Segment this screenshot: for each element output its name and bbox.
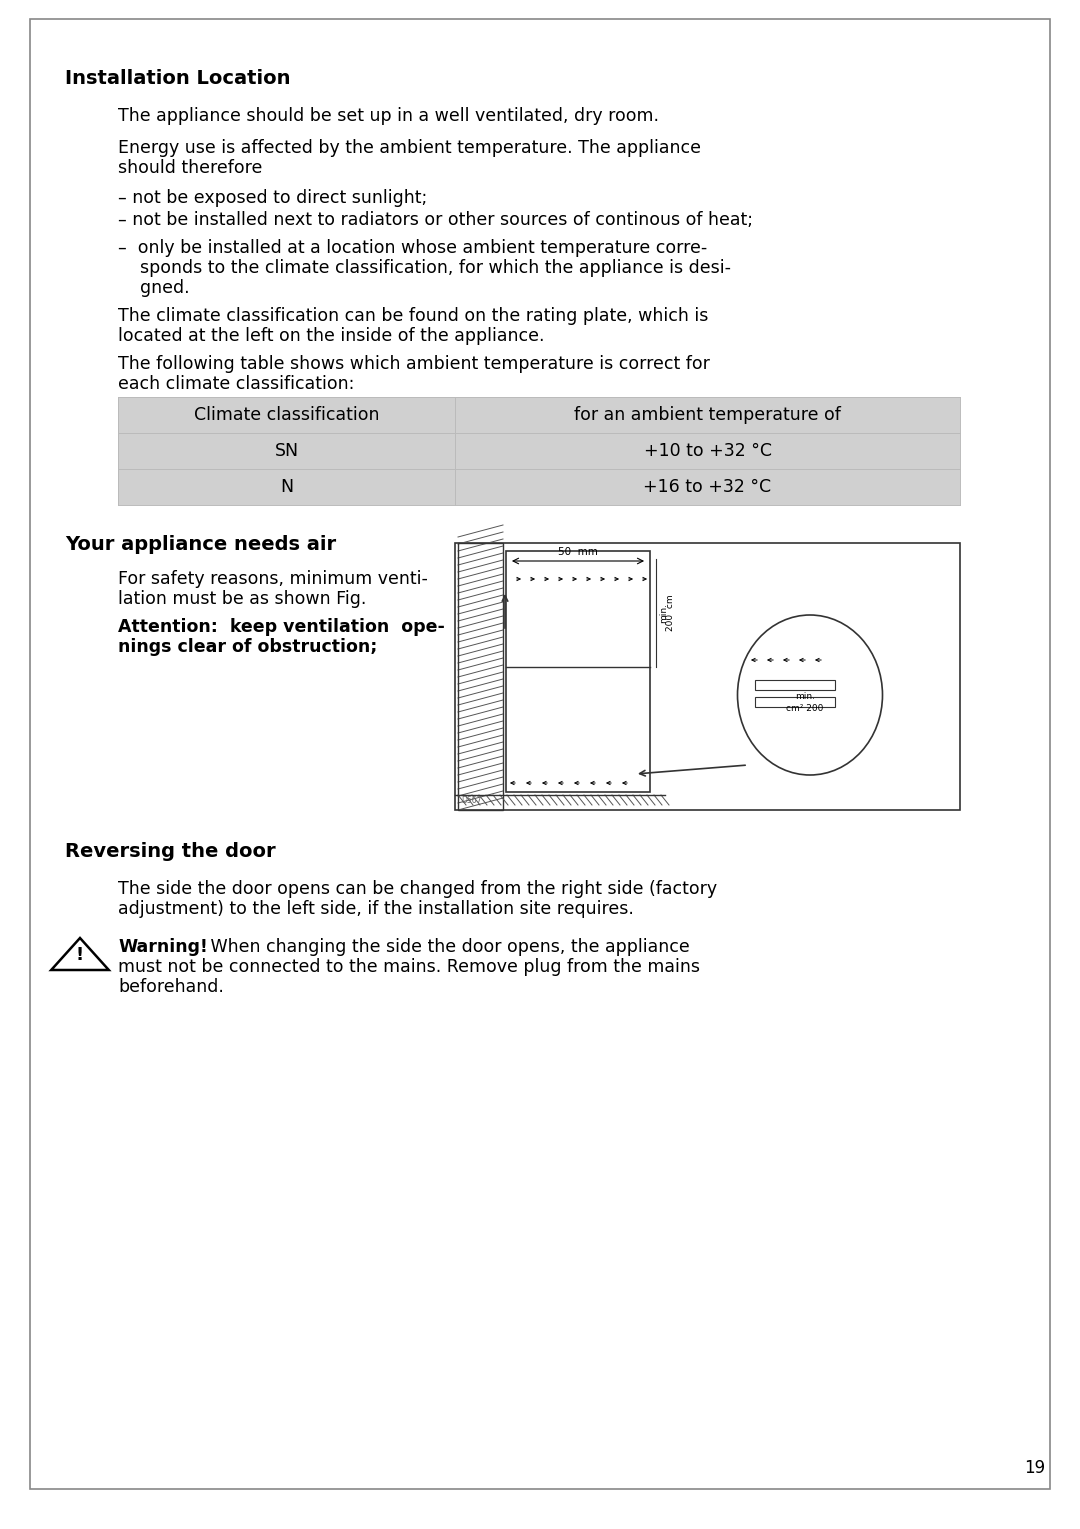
Text: The side the door opens can be changed from the right side (factory: The side the door opens can be changed f… <box>118 881 717 898</box>
Text: located at the left on the inside of the appliance.: located at the left on the inside of the… <box>118 327 544 346</box>
Bar <box>755 697 835 706</box>
Text: for an ambient temperature of: for an ambient temperature of <box>575 407 841 424</box>
Text: D567: D567 <box>461 797 482 804</box>
Text: nings clear of obstruction;: nings clear of obstruction; <box>118 638 377 656</box>
Text: adjustment) to the left side, if the installation site requires.: adjustment) to the left side, if the ins… <box>118 901 634 917</box>
Text: SN: SN <box>274 442 298 460</box>
Text: beforehand.: beforehand. <box>118 979 224 995</box>
Text: +10 to +32 °C: +10 to +32 °C <box>644 442 771 460</box>
Text: !: ! <box>76 946 84 963</box>
Text: min.: min. <box>659 602 669 622</box>
Text: – not be exposed to direct sunlight;: – not be exposed to direct sunlight; <box>118 190 428 206</box>
Text: –  only be installed at a location whose ambient temperature corre-: – only be installed at a location whose … <box>118 239 707 257</box>
Bar <box>118 433 960 469</box>
Text: 200  cm: 200 cm <box>666 595 675 631</box>
Text: The following table shows which ambient temperature is correct for: The following table shows which ambient … <box>118 355 710 373</box>
Text: When changing the side the door opens, the appliance: When changing the side the door opens, t… <box>205 937 690 956</box>
Text: cm² 200: cm² 200 <box>786 703 824 713</box>
Text: min.: min. <box>795 693 815 700</box>
Text: Climate classification: Climate classification <box>193 407 379 424</box>
Text: Energy use is affected by the ambient temperature. The appliance: Energy use is affected by the ambient te… <box>118 139 701 157</box>
Text: lation must be as shown Fig.: lation must be as shown Fig. <box>118 590 366 609</box>
Text: should therefore: should therefore <box>118 159 262 177</box>
Polygon shape <box>51 937 109 969</box>
Text: N: N <box>280 479 293 495</box>
Text: sponds to the climate classification, for which the appliance is desi-: sponds to the climate classification, fo… <box>118 258 731 277</box>
Text: gned.: gned. <box>118 278 190 297</box>
Bar <box>458 543 503 810</box>
Text: The appliance should be set up in a well ventilated, dry room.: The appliance should be set up in a well… <box>118 107 659 125</box>
Text: Warning!: Warning! <box>118 937 207 956</box>
Text: must not be connected to the mains. Remove plug from the mains: must not be connected to the mains. Remo… <box>118 959 700 976</box>
Text: 19: 19 <box>1024 1459 1045 1477</box>
Bar <box>118 469 960 505</box>
Text: Your appliance needs air: Your appliance needs air <box>65 535 336 553</box>
Bar <box>507 550 650 792</box>
Text: – not be installed next to radiators or other sources of continous of heat;: – not be installed next to radiators or … <box>118 211 753 229</box>
Bar <box>455 543 960 810</box>
Bar <box>118 398 960 433</box>
Text: Installation Location: Installation Location <box>65 69 291 89</box>
Text: Attention:  keep ventilation  ope-: Attention: keep ventilation ope- <box>118 618 445 636</box>
Text: For safety reasons, minimum venti-: For safety reasons, minimum venti- <box>118 570 428 589</box>
Text: Reversing the door: Reversing the door <box>65 842 275 861</box>
Text: +16 to +32 °C: +16 to +32 °C <box>644 479 771 495</box>
Text: each climate classification:: each climate classification: <box>118 375 354 393</box>
Bar <box>755 680 835 690</box>
Text: 50  mm: 50 mm <box>558 547 598 557</box>
Text: The climate classification can be found on the rating plate, which is: The climate classification can be found … <box>118 307 708 326</box>
Ellipse shape <box>738 615 882 775</box>
